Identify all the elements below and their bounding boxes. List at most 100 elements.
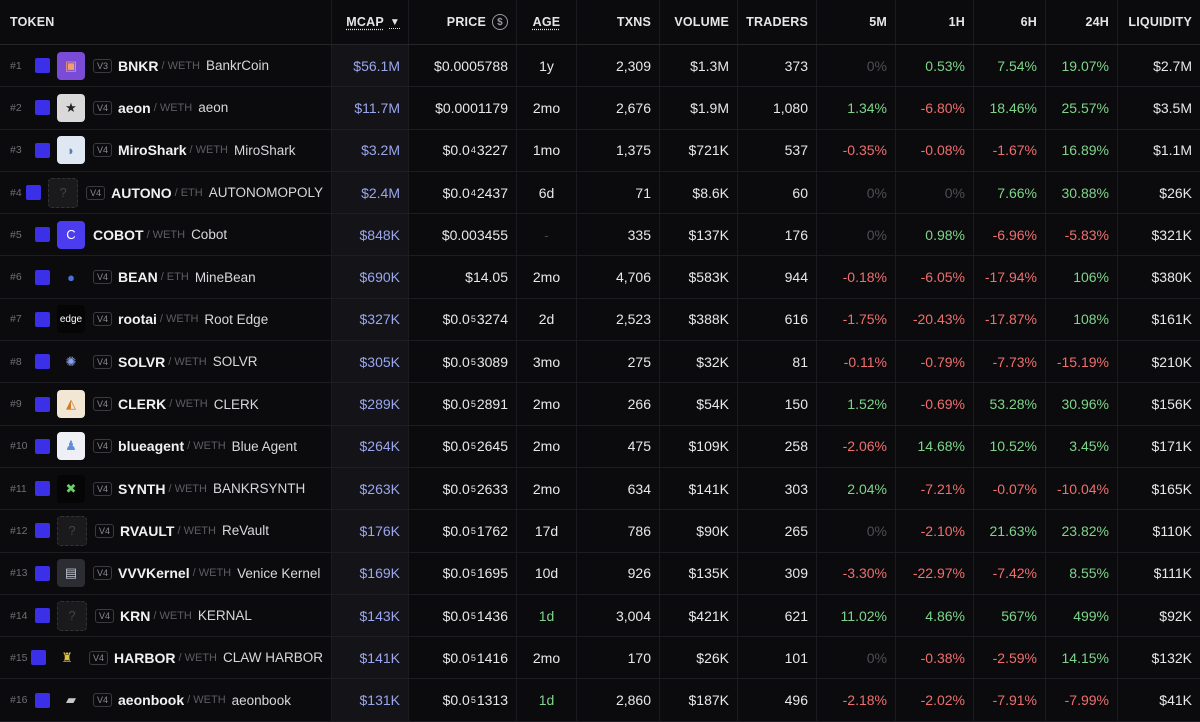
select-checkbox[interactable] [35, 269, 50, 285]
token-symbol[interactable]: rootai [118, 311, 157, 328]
select-checkbox[interactable] [35, 692, 50, 708]
price-cell: $0.0001179 [409, 87, 517, 129]
header-age[interactable]: AGE [517, 0, 577, 44]
change-24h-cell: 16.89% [1046, 129, 1118, 171]
change-24h-cell: 499% [1046, 594, 1118, 637]
token-cell[interactable]: #14 ? V4 KRN / WETH KERNAL [0, 594, 332, 637]
table-row[interactable]: #13 ▤ V4 VVVKernel / WETH Venice Kernel … [0, 552, 1200, 595]
change-24h-cell: 30.88% [1046, 171, 1118, 214]
select-checkbox[interactable] [26, 185, 42, 201]
table-row[interactable]: #16 ▰ V4 aeonbook / WETH aeonbook $131K … [0, 679, 1200, 722]
token-cell[interactable]: #4 ? V4 AUTONO / ETH AUTONOMOPOLY [0, 171, 332, 214]
token-cell[interactable]: #2 ★ V4 aeon / WETH aeon [0, 87, 332, 129]
volume-cell: $421K [660, 594, 738, 637]
table-row[interactable]: #1 ▣ V3 BNKR / WETH BankrCoin $56.1M $0.… [0, 45, 1200, 88]
select-checkbox[interactable] [35, 100, 50, 116]
header-volume[interactable]: VOLUME [660, 0, 738, 44]
token-cell[interactable]: #7 edge V4 rootai / WETH Root Edge [0, 298, 332, 341]
select-checkbox[interactable] [35, 58, 50, 74]
token-cell[interactable]: #10 ♟ V4 blueagent / WETH Blue Agent [0, 425, 332, 467]
change-5m-cell: -2.06% [817, 425, 896, 467]
token-symbol[interactable]: blueagent [118, 438, 185, 455]
price-digits: 2437 [476, 184, 508, 201]
token-cell[interactable]: #13 ▤ V4 VVVKernel / WETH Venice Kernel [0, 552, 332, 594]
token-cell[interactable]: #1 ▣ V3 BNKR / WETH BankrCoin [0, 45, 332, 87]
table-row[interactable]: #14 ? V4 KRN / WETH KERNAL $143K $0.0 5 14… [0, 594, 1200, 638]
token-symbol[interactable]: MiroShark [118, 142, 187, 159]
select-checkbox[interactable] [35, 481, 50, 497]
header-liquidity[interactable]: LIQUIDITY [1128, 15, 1192, 29]
header-traders[interactable]: TRADERS [738, 0, 817, 44]
token-cell[interactable]: #11 ✖ V4 SYNTH / WETH BANKRSYNTH [0, 467, 332, 510]
table-row[interactable]: #6 ● V4 BEAN / ETH MineBean $690K $14.05… [0, 256, 1200, 299]
table-row[interactable]: #4 ? V4 AUTONO / ETH AUTONOMOPOLY $2.4M … [0, 171, 1200, 215]
token-symbol[interactable]: CLERK [118, 396, 167, 413]
pair-label: / WETH [159, 313, 199, 326]
table-row[interactable]: #8 ✺ V4 SOLVR / WETH SOLVR $305K $0.0 5 30… [0, 341, 1200, 384]
token-cell[interactable]: #3 ◗ V4 MiroShark / WETH MiroShark [0, 129, 332, 171]
header-6h[interactable]: 6H [974, 0, 1046, 44]
token-symbol[interactable]: BEAN [118, 269, 158, 286]
token-cell[interactable]: #12 ? V4 RVAULT / WETH ReVault [0, 510, 332, 552]
price-cell: $0.0 5 1436 [409, 594, 517, 637]
select-checkbox[interactable] [35, 608, 50, 623]
select-checkbox[interactable] [35, 142, 50, 158]
header-token[interactable]: TOKEN [0, 0, 332, 44]
token-symbol[interactable]: aeonbook [118, 692, 185, 709]
token-cell[interactable]: #15 ♜ V4 HARBOR / WETH CLAW HARBOR [0, 637, 332, 679]
pair-label: / WETH [153, 609, 192, 622]
token-cell[interactable]: #8 ✺ V4 SOLVR / WETH SOLVR [0, 341, 332, 383]
token-symbol[interactable]: SYNTH [118, 480, 166, 497]
bankr-logo-icon: ▣ [57, 51, 85, 80]
select-checkbox[interactable] [35, 311, 50, 327]
header-1h[interactable]: 1H [896, 0, 974, 44]
table-row[interactable]: #10 ♟ V4 blueagent / WETH Blue Agent $26… [0, 425, 1200, 468]
liquidity-cell: $3.5M [1153, 99, 1192, 116]
header-mcap[interactable]: MCAP ▼ [332, 0, 409, 44]
sort-desc-icon[interactable]: ▼ [389, 16, 400, 28]
header-price[interactable]: PRICE $ [409, 0, 517, 44]
change-5m-cell: 0% [817, 45, 896, 87]
select-checkbox[interactable] [35, 523, 50, 539]
token-cell[interactable]: #16 ▰ V4 aeonbook / WETH aeonbook [0, 679, 332, 721]
token-symbol[interactable]: SOLVR [118, 353, 166, 370]
table-row[interactable]: #12 ? V4 RVAULT / WETH ReVault $176K $0.… [0, 510, 1200, 553]
agent-logo-icon: ♟ [57, 432, 85, 461]
token-symbol[interactable]: COBOT [93, 226, 144, 243]
table-row[interactable]: #2 ★ V4 aeon / WETH aeon $11.7M $0.00011… [0, 87, 1200, 130]
header-txns[interactable]: TXNS [577, 0, 660, 44]
token-symbol[interactable]: KRN [120, 607, 151, 624]
dollar-icon[interactable]: $ [492, 14, 508, 30]
table-row[interactable]: #11 ✖ V4 SYNTH / WETH BANKRSYNTH $263K $… [0, 467, 1200, 511]
select-checkbox[interactable] [35, 354, 50, 370]
token-cell[interactable]: #9 ◭ V4 CLERK / WETH CLERK [0, 383, 332, 425]
select-checkbox[interactable] [35, 438, 50, 454]
token-cell[interactable]: #6 ● V4 BEAN / ETH MineBean [0, 256, 332, 298]
select-checkbox[interactable] [35, 565, 50, 581]
token-symbol[interactable]: aeon [118, 99, 151, 116]
token-symbol[interactable]: BNKR [118, 57, 159, 74]
token-symbol[interactable]: AUTONO [111, 184, 172, 201]
traders-cell: 944 [738, 256, 817, 298]
token-symbol[interactable]: VVVKernel [118, 565, 190, 582]
select-checkbox[interactable] [35, 227, 50, 243]
change-6h-cell: -0.07% [974, 467, 1046, 510]
token-symbol[interactable]: RVAULT [120, 522, 175, 539]
rank-label: #7 [10, 313, 22, 326]
select-checkbox[interactable] [35, 396, 50, 412]
table-row[interactable]: #15 ♜ V4 HARBOR / WETH CLAW HARBOR $141K… [0, 637, 1200, 680]
table-row[interactable]: #7 edge V4 rootai / WETH Root Edge $327K… [0, 298, 1200, 342]
token-cell[interactable]: #5 C COBOT / WETH Cobot [0, 214, 332, 256]
header-24h[interactable]: 24H [1046, 0, 1118, 44]
change-1h-cell: 0.98% [896, 214, 974, 256]
token-symbol[interactable]: HARBOR [114, 649, 176, 666]
synth-logo-icon: ✖ [57, 474, 85, 503]
traders-cell: 616 [738, 298, 817, 341]
table-row[interactable]: #9 ◭ V4 CLERK / WETH CLERK $289K $0.0 5 28… [0, 383, 1200, 426]
table-row[interactable]: #3 ◗ V4 MiroShark / WETH MiroShark $3.2M… [0, 129, 1200, 172]
select-checkbox[interactable] [31, 650, 47, 666]
table-row[interactable]: #5 C COBOT / WETH Cobot $848K $0.003455 … [0, 214, 1200, 257]
traders-cell: 150 [738, 383, 817, 425]
header-5m[interactable]: 5M [817, 0, 896, 44]
